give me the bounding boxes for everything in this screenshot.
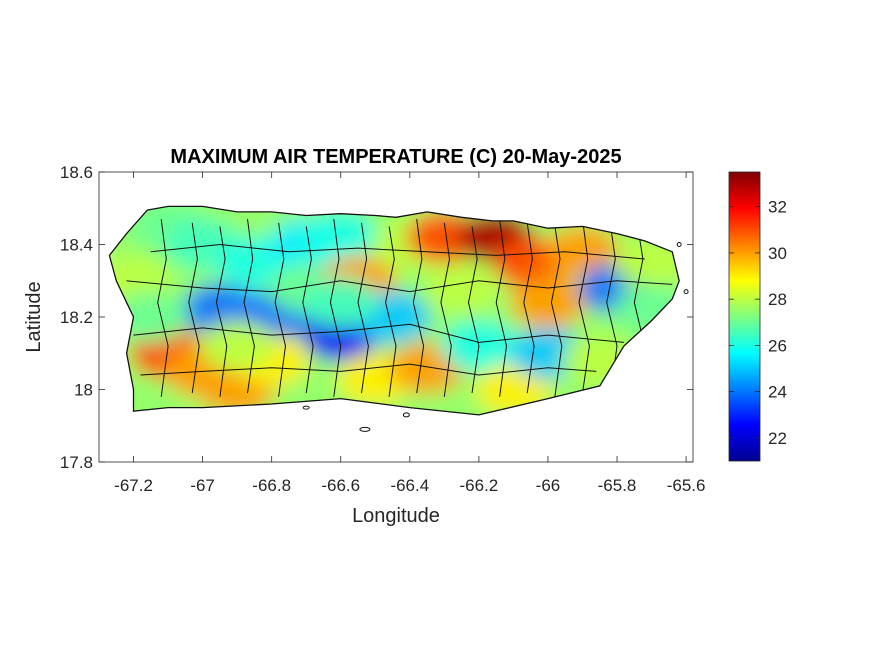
- x-tick-label: -66.4: [390, 476, 429, 495]
- temperature-sample: [302, 211, 379, 264]
- colorbar-tick-label: 28: [768, 290, 787, 309]
- y-tick-label: 18: [74, 381, 93, 400]
- y-tick-label: 18.6: [60, 163, 93, 182]
- temperature-sample: [509, 276, 586, 329]
- islet: [302, 405, 310, 410]
- colorbar: 22 24 26 28 30 32: [728, 171, 787, 462]
- colorbar-tick-label: 24: [768, 383, 787, 402]
- y-axis-label: Latitude: [23, 281, 45, 352]
- municipality-boundary: [385, 226, 397, 397]
- municipality-boundary: [578, 219, 590, 394]
- municipality-boundary: [157, 219, 169, 397]
- temperature-sample: [302, 276, 379, 329]
- chart-title: MAXIMUM AIR TEMPERATURE (C) 20-May-2025: [170, 146, 621, 168]
- temperature-sample: [112, 291, 189, 343]
- x-tick-label: -65.6: [667, 476, 706, 495]
- colorbar-tick-label: 32: [768, 198, 787, 217]
- municipality-boundary: [140, 363, 597, 376]
- municipality-boundary: [495, 219, 508, 397]
- municipality-boundary: [412, 219, 425, 394]
- y-tick-label: 17.8: [60, 453, 93, 472]
- municipality-boundaries: [126, 219, 673, 397]
- municipality-boundary: [133, 323, 624, 343]
- municipality-boundary: [150, 243, 645, 260]
- x-axis-label: Longitude: [352, 505, 440, 527]
- x-tick-label: -66.2: [460, 476, 499, 495]
- offshore-islands: [302, 242, 689, 432]
- municipality-boundary: [467, 226, 480, 394]
- municipality-boundary: [523, 222, 535, 394]
- colorbar-tick-label: 22: [768, 429, 787, 448]
- islet: [359, 426, 371, 432]
- municipality-boundary: [274, 222, 287, 397]
- colorbar-tick-label: 26: [768, 336, 787, 355]
- municipality-boundary: [302, 226, 314, 394]
- temperature-sample: [199, 320, 276, 372]
- x-axis: -67.2 -67 -66.8 -66.6 -66.4 -66.2 -66 -65.8 -65.…: [114, 172, 705, 495]
- y-tick-label: 18.4: [60, 236, 93, 255]
- x-tick-label: -66: [536, 476, 561, 495]
- municipality-boundary: [243, 219, 255, 394]
- x-tick-label: -66.6: [321, 476, 360, 495]
- municipality-boundary: [215, 226, 228, 397]
- island-outline: [108, 205, 680, 416]
- municipality-boundary: [440, 222, 452, 397]
- y-tick-label: 18.2: [60, 308, 93, 327]
- x-tick-label: -66.8: [252, 476, 291, 495]
- y-axis: 17.8 18 18.2 18.4 18.6: [60, 163, 693, 472]
- x-tick-label: -67.2: [114, 476, 153, 495]
- x-tick-label: -65.8: [598, 476, 637, 495]
- plot-axes: -67.2 -67 -66.8 -66.6 -66.4 -66.2 -66 -65.8 -65.…: [23, 163, 705, 527]
- municipality-boundary: [329, 219, 342, 397]
- temperature-sample: [423, 262, 500, 314]
- islet: [676, 242, 682, 247]
- municipality-boundary: [550, 226, 563, 397]
- islet: [402, 412, 410, 418]
- map-area: [108, 205, 689, 432]
- municipality-boundary: [126, 280, 673, 293]
- municipality-boundary: [357, 222, 369, 394]
- colorbar-gradient: [728, 171, 761, 462]
- islet: [683, 289, 689, 295]
- x-tick-label: -67: [190, 476, 215, 495]
- colorbar-tick-label: 30: [768, 244, 787, 263]
- colorbar-ticks: 22 24 26 28 30 32: [729, 198, 787, 448]
